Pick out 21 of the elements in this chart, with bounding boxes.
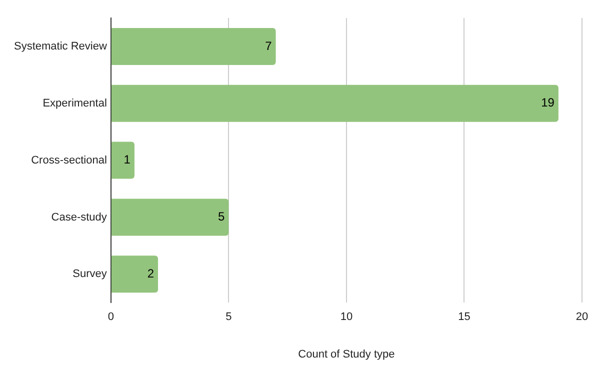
- x-tick-label: 0: [108, 311, 114, 324]
- data-label: 2: [147, 266, 154, 280]
- x-tick-label: 10: [340, 311, 353, 324]
- bar: [111, 256, 158, 293]
- y-tick-label: Survey: [72, 268, 108, 280]
- x-tick-label: 20: [576, 311, 588, 324]
- data-label: 7: [265, 38, 272, 53]
- bar: [111, 142, 134, 179]
- data-label: 1: [124, 152, 131, 167]
- bar: [111, 198, 229, 236]
- data-label: 19: [541, 96, 555, 110]
- x-tick-label: 5: [226, 311, 232, 324]
- y-tick-label: Systematic Review: [14, 40, 107, 52]
- y-tick-label: Experimental: [42, 97, 107, 110]
- x-tick-label: 15: [458, 311, 470, 324]
- y-tick-label: Case-study: [51, 211, 108, 224]
- x-axis-title: Count of Study type: [298, 348, 395, 360]
- y-tick-label: Cross-sectional: [31, 154, 107, 166]
- bar: [111, 28, 276, 65]
- bar: [111, 84, 558, 122]
- data-label: 5: [218, 210, 225, 224]
